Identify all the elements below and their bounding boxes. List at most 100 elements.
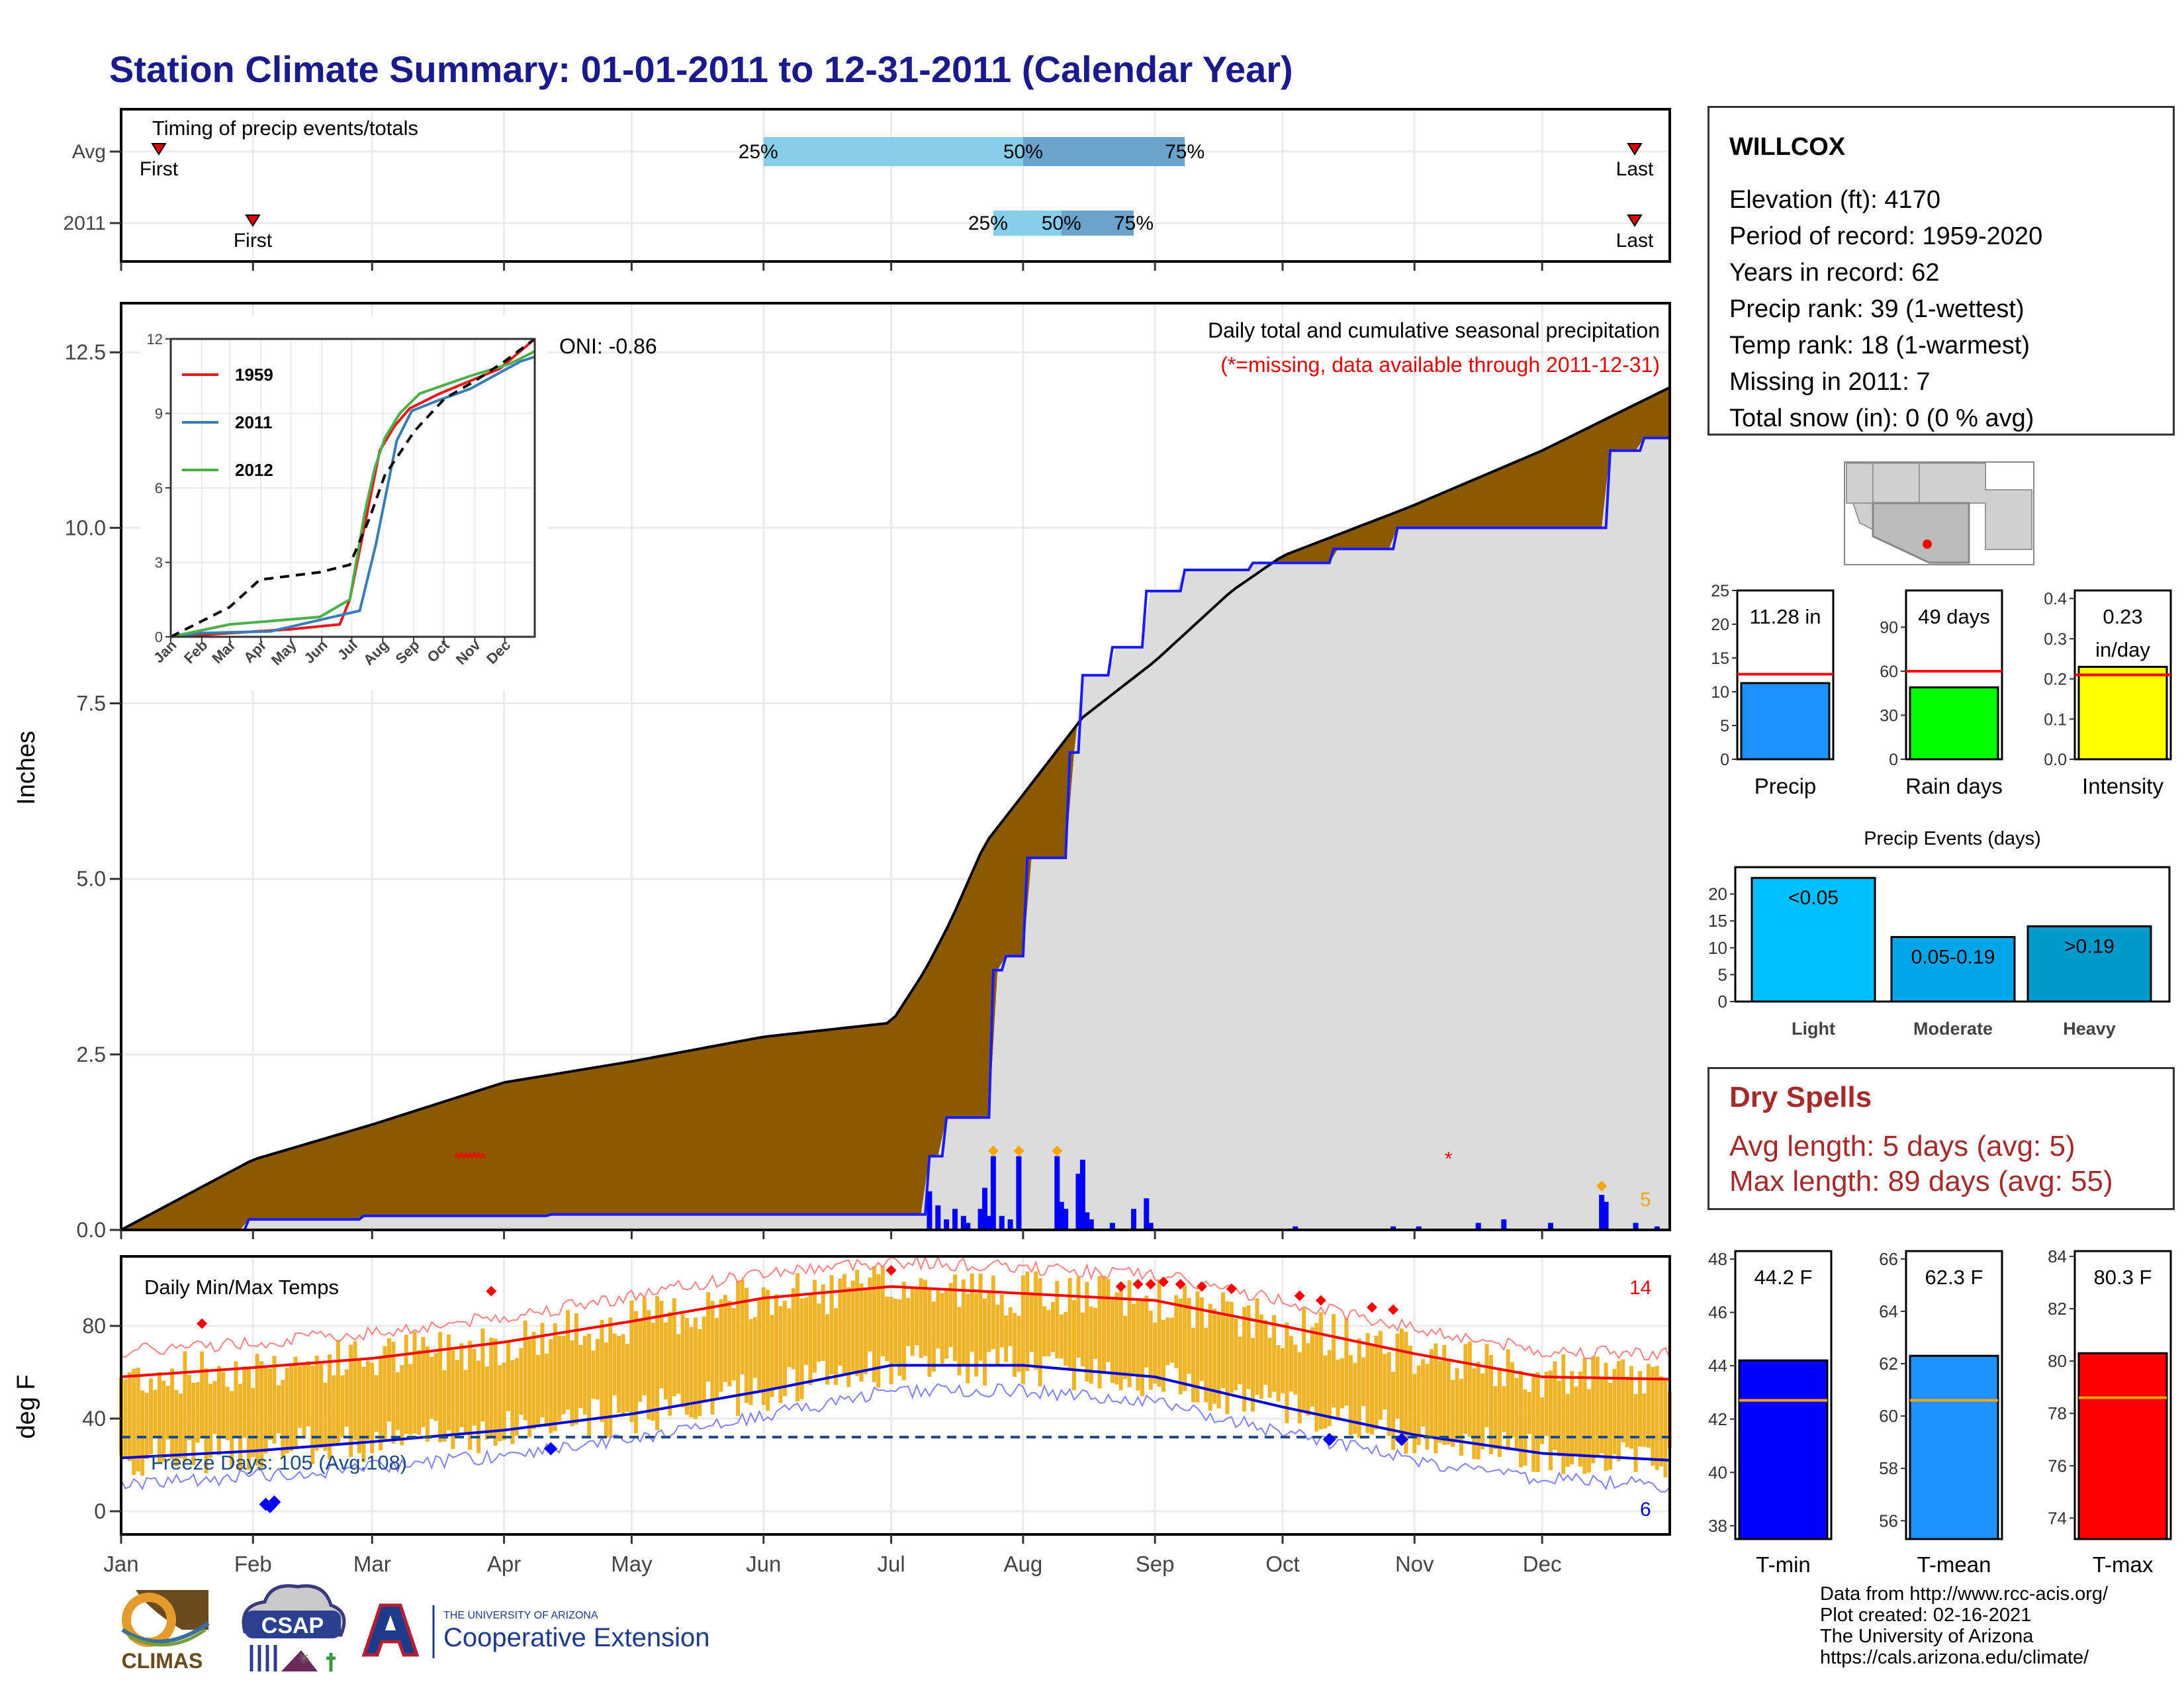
record-high-marker bbox=[1315, 1295, 1326, 1306]
daily-temp-bar bbox=[710, 1301, 715, 1415]
daily-temp-bar bbox=[1093, 1307, 1098, 1359]
daily-temp-bar bbox=[553, 1323, 557, 1432]
daily-precip-bar bbox=[1109, 1223, 1115, 1230]
daily-temp-bar bbox=[817, 1303, 821, 1362]
daily-temp-bar bbox=[897, 1299, 902, 1376]
daily-temp-bar bbox=[1204, 1327, 1208, 1403]
daily-temp-bar bbox=[1557, 1381, 1561, 1456]
daily-temp-bar bbox=[263, 1368, 268, 1454]
daily-temp-bar bbox=[536, 1354, 540, 1427]
daily-temp-bar bbox=[430, 1356, 434, 1419]
daily-temp-bar bbox=[931, 1301, 936, 1372]
daily-temp-bar bbox=[880, 1266, 885, 1356]
record-high-marker bbox=[1367, 1302, 1377, 1313]
daily-temp-bar bbox=[1663, 1380, 1668, 1477]
daily-temp-bar bbox=[774, 1294, 778, 1388]
legend-label: 2012 bbox=[235, 460, 273, 480]
daily-temp-bar bbox=[1387, 1352, 1391, 1436]
daily-temp-bar bbox=[361, 1366, 366, 1462]
daily-temp-bar bbox=[561, 1335, 566, 1415]
temp-tick-label: 60 bbox=[1879, 1406, 1898, 1426]
daily-temp-bar bbox=[629, 1300, 634, 1423]
summary-tick-label: 90 bbox=[1880, 618, 1898, 637]
daily-temp-bar bbox=[238, 1383, 242, 1472]
daily-temp-bar bbox=[864, 1289, 868, 1374]
daily-temp-bar bbox=[1467, 1341, 1472, 1437]
daily-temp-bar bbox=[693, 1317, 698, 1419]
station-name: WILLCOX bbox=[1729, 133, 1846, 161]
csap-logo-graphic: CSAP ✳ bbox=[242, 1584, 346, 1671]
cumulative-fill bbox=[121, 438, 1670, 1230]
daily-temp-bar bbox=[859, 1284, 864, 1382]
daily-temp-bar bbox=[1263, 1320, 1268, 1385]
daily-temp-bar bbox=[719, 1299, 723, 1392]
events-tick-label: 5 bbox=[1718, 964, 1727, 984]
daily-temp-bar bbox=[1085, 1282, 1089, 1382]
station-line: Missing in 2011: 7 bbox=[1729, 368, 1931, 396]
daily-temp-bar bbox=[1535, 1372, 1540, 1472]
large-event-diamond bbox=[1013, 1145, 1024, 1156]
daily-temp-bar bbox=[1136, 1299, 1140, 1391]
daily-temp-bar bbox=[144, 1392, 149, 1459]
daily-temp-bar bbox=[276, 1385, 281, 1433]
daily-temp-bar bbox=[1502, 1386, 1506, 1432]
daily-temp-bar bbox=[293, 1356, 298, 1448]
temp-tick-label: 74 bbox=[2048, 1508, 2067, 1528]
daily-temp-bar bbox=[498, 1365, 502, 1442]
daily-precip-bar bbox=[1633, 1223, 1639, 1230]
daily-temp-bar bbox=[1238, 1336, 1242, 1385]
daily-temp-bar bbox=[1404, 1331, 1408, 1454]
month-label: Apr bbox=[487, 1552, 521, 1576]
daily-temp-bar bbox=[1391, 1372, 1396, 1450]
daily-temp-bar bbox=[915, 1289, 919, 1346]
daily-precip-bar bbox=[1075, 1174, 1081, 1230]
daily-temp-bar bbox=[834, 1308, 838, 1385]
daily-temp-bar bbox=[1097, 1276, 1102, 1389]
daily-temp-bar bbox=[425, 1346, 430, 1442]
summary-bars: 0 5 10 15 20 25 11.28 in Precip 0 30 60 90 49 days Ra… bbox=[1711, 582, 2172, 798]
daily-temp-bar bbox=[1183, 1286, 1187, 1391]
daily-temp-bar bbox=[472, 1348, 477, 1426]
daily-precip-bar bbox=[990, 1156, 996, 1230]
daily-temp-bar bbox=[400, 1365, 404, 1446]
temp-ytick-label: 40 bbox=[82, 1407, 106, 1430]
daily-precip-bar bbox=[978, 1209, 983, 1230]
summary-tick-label: 15 bbox=[1711, 649, 1729, 668]
precip-panel: ******* * 0.02.55.07.510.012.5 Inches Dai… bbox=[13, 302, 1671, 1242]
daily-temp-bar bbox=[983, 1298, 987, 1385]
precip-ytick-label: 5.0 bbox=[77, 867, 106, 891]
temp-name-label: T-min bbox=[1756, 1552, 1811, 1577]
daily-temp-bar bbox=[987, 1292, 991, 1352]
daily-temp-bar bbox=[268, 1368, 272, 1440]
daily-temp-bar bbox=[1212, 1309, 1217, 1404]
daily-temp-bar bbox=[1064, 1312, 1068, 1366]
daily-temp-bar bbox=[1110, 1297, 1115, 1383]
daily-precip-bar bbox=[960, 1215, 966, 1230]
daily-temp-bar bbox=[1484, 1344, 1489, 1427]
daily-temp-bar bbox=[617, 1336, 621, 1413]
daily-precip-bar bbox=[1390, 1226, 1396, 1230]
daily-temp-bar bbox=[766, 1289, 770, 1411]
daily-precip-bar bbox=[1079, 1159, 1085, 1230]
daily-precip-bar bbox=[1007, 1219, 1013, 1230]
daily-temp-bar bbox=[251, 1387, 255, 1458]
daily-temp-bar bbox=[549, 1339, 553, 1434]
daily-temp-bar bbox=[923, 1280, 927, 1356]
missing-marker: * bbox=[471, 1148, 478, 1170]
daily-precip-bar bbox=[986, 1215, 992, 1230]
inset-series-line bbox=[170, 350, 535, 638]
daily-temp-bar bbox=[1310, 1327, 1314, 1407]
daily-temp-bar bbox=[1476, 1361, 1480, 1460]
daily-temp-bar bbox=[901, 1282, 906, 1381]
daily-temp-bar bbox=[1251, 1337, 1255, 1412]
daily-temp-bar bbox=[1050, 1301, 1055, 1352]
daily-temp-bar bbox=[1357, 1338, 1361, 1438]
daily-temp-bar bbox=[1565, 1393, 1570, 1467]
precip-subtitle: Daily total and cumulative seasonal prec… bbox=[1208, 318, 1660, 342]
daily-temp-bar bbox=[1570, 1371, 1574, 1465]
daily-temp-bar bbox=[374, 1375, 379, 1432]
daily-temp-bar bbox=[463, 1370, 468, 1434]
daily-temp-bar bbox=[319, 1362, 324, 1448]
temp-tick-label: 44 bbox=[1708, 1356, 1727, 1376]
